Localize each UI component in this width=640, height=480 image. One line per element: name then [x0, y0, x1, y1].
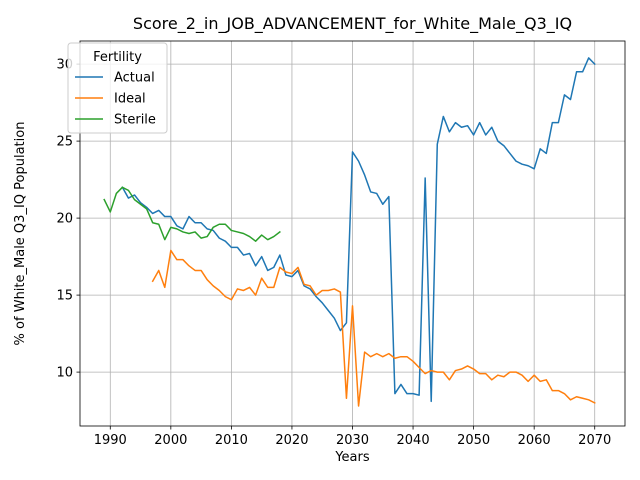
x-tick-label: 2070 — [578, 433, 611, 448]
x-tick-label: 2020 — [275, 433, 308, 448]
y-axis-label: % of White_Male Q3_IQ Population — [13, 122, 28, 346]
y-tick-label: 20 — [56, 212, 73, 227]
axis-ticks: 1990 2000 2010 2020 2030 2040 2050 2060 2070 10 15… — [56, 58, 611, 448]
y-tick-label: 15 — [56, 289, 73, 304]
legend-label-ideal: Ideal — [114, 92, 146, 107]
y-tick-label: 10 — [56, 366, 73, 381]
grid-lines — [80, 41, 625, 426]
legend-box — [67, 42, 168, 134]
y-tick-label: 25 — [56, 135, 73, 150]
x-tick-label: 1990 — [94, 433, 127, 448]
x-tick-label: 2000 — [154, 433, 187, 448]
x-axis-label: Years — [334, 450, 370, 465]
x-tick-label: 2050 — [457, 433, 490, 448]
series-line-ideal — [151, 249, 596, 407]
x-tick-label: 2040 — [397, 433, 430, 448]
legend-items: Actual Ideal Sterile — [75, 71, 156, 128]
chart-title: Score_2_in_JOB_ADVANCEMENT_for_White_Mal… — [133, 14, 572, 34]
series-line-actual — [121, 57, 596, 403]
x-tick-label: 2060 — [518, 433, 551, 448]
legend-label-sterile: Sterile — [114, 113, 156, 128]
series-lines — [103, 57, 596, 407]
series-line-sterile — [103, 186, 281, 242]
x-tick-label: 2010 — [215, 433, 248, 448]
legend-title: Fertility — [93, 50, 142, 65]
legend: Fertility Actual Ideal Sterile — [67, 42, 168, 134]
x-tick-label: 2030 — [336, 433, 369, 448]
legend-label-actual: Actual — [114, 71, 155, 86]
